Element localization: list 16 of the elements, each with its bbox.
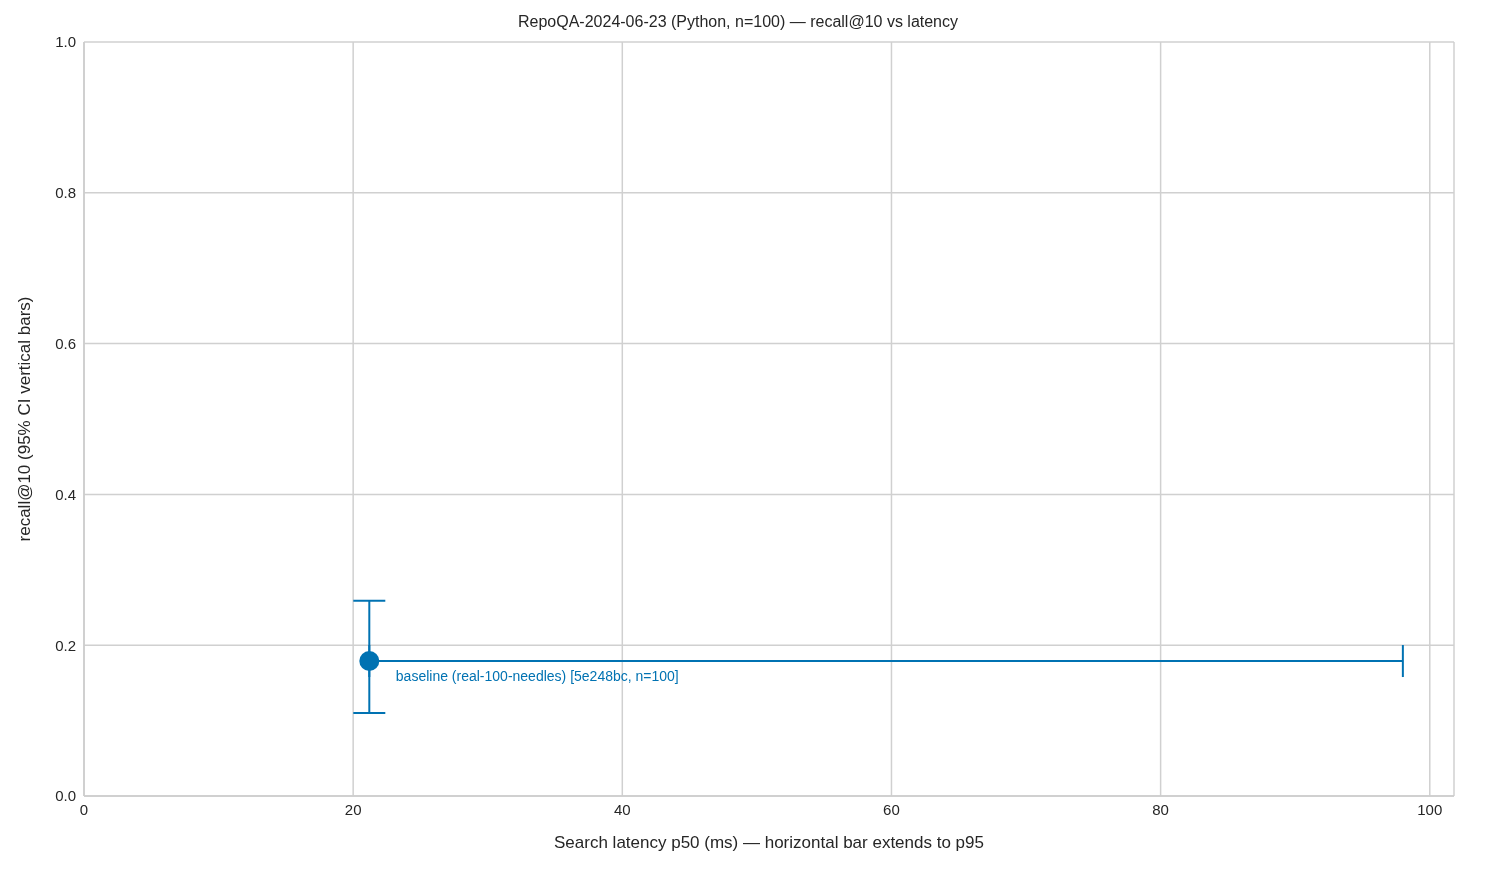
y-tick-label: 0.4 (55, 485, 76, 503)
x-tick-label: 0 (79, 800, 89, 818)
series-label: baseline (real-100-needles) [5e248bc, n=100] (395, 668, 679, 685)
y-axis-title: recall@10 (95% CI vertical bars) (15, 296, 35, 542)
x-tick-label: 100 (1417, 800, 1443, 818)
y-tick-label: 0.2 (55, 636, 76, 654)
chart-title: RepoQA-2024-06-23 (Python, n=100) — recall@10 vs latency (517, 13, 959, 30)
x-tick-label: 20 (344, 800, 362, 818)
x-tick-label: 60 (883, 800, 900, 818)
x-tick-label: 40 (613, 800, 631, 818)
y-tick-label: 0.0 (55, 787, 76, 805)
x-axis-title: Search latency p50 (ms) — horizontal bar extends to p95 (554, 833, 984, 852)
y-tick-label: 0.8 (55, 184, 76, 202)
y-tick-label: 0.6 (55, 334, 76, 352)
y-tick-label: 1.0 (55, 33, 76, 51)
x-tick-label: 80 (1152, 800, 1169, 818)
